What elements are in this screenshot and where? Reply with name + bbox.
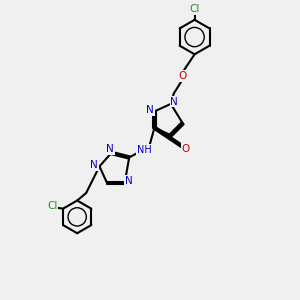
Text: N: N [125, 176, 133, 186]
Text: N: N [90, 160, 98, 170]
Text: N: N [146, 105, 154, 115]
Text: N: N [106, 144, 114, 154]
Text: NH: NH [137, 145, 152, 155]
Text: O: O [178, 71, 187, 81]
Text: Cl: Cl [189, 4, 200, 14]
Text: Cl: Cl [47, 201, 58, 211]
Text: N: N [170, 97, 178, 106]
Text: O: O [182, 143, 190, 154]
